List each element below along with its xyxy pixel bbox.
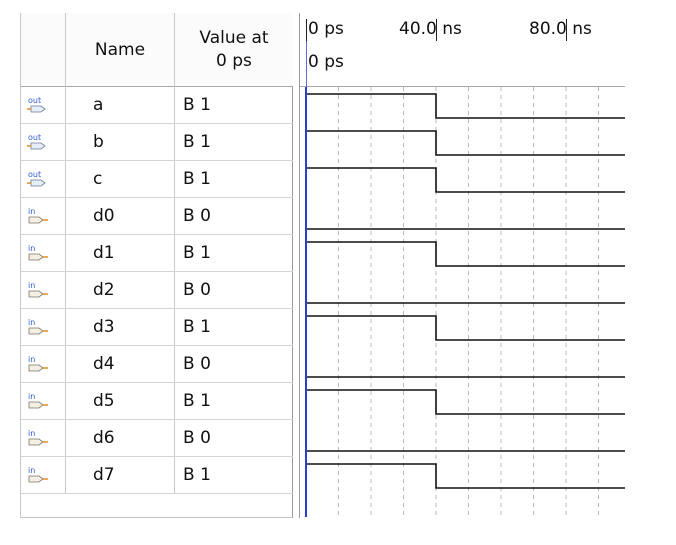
ruler-tick-mark-1	[436, 19, 437, 41]
output-pin-icon: outout	[21, 161, 66, 197]
signal-name[interactable]: d5	[66, 383, 175, 419]
name-header-label: Name	[94, 39, 146, 60]
signal-value: B 1	[183, 132, 211, 152]
signal-value: B 0	[183, 354, 211, 374]
input-pin-icon: inin	[21, 420, 66, 456]
ruler-tick-label-1: 40.0 ns	[399, 19, 462, 39]
signal-value: B 0	[183, 280, 211, 300]
ruler-tick-mark-2	[566, 19, 567, 41]
svg-text:in: in	[28, 466, 35, 475]
waveform-d1[interactable]	[306, 241, 625, 267]
signal-name[interactable]: d3	[66, 309, 175, 345]
signal-name[interactable]: d0	[66, 198, 175, 234]
value-header-line1: Value at	[199, 27, 269, 48]
svg-text:in: in	[28, 355, 35, 364]
signal-name[interactable]: c	[66, 161, 175, 197]
value-column-header[interactable]: Value at 0 ps	[175, 13, 293, 87]
waveform-d5[interactable]	[306, 389, 625, 415]
signal-row-d1[interactable]: inind1 B 1	[21, 235, 293, 272]
signal-name[interactable]: d2	[66, 272, 175, 308]
svg-text:in: in	[28, 281, 35, 290]
svg-text:in: in	[28, 318, 35, 327]
waveform-b[interactable]	[306, 130, 625, 156]
waveform-d3[interactable]	[306, 315, 625, 341]
svg-text:out: out	[28, 96, 41, 105]
signal-name[interactable]: d4	[66, 346, 175, 382]
time-ruler[interactable]: 0 ps 40.0 ns 80.0 ns 0 ps	[300, 13, 625, 87]
input-pin-icon: inin	[21, 272, 66, 308]
input-pin-icon: inin	[21, 198, 66, 234]
ruler-tick-label-2: 80.0 ns	[529, 19, 592, 39]
time-cursor-marker[interactable]	[306, 41, 307, 87]
signal-value: B 1	[183, 95, 211, 115]
svg-text:out: out	[28, 133, 41, 142]
svg-text:out: out	[28, 170, 41, 179]
waveform-d7[interactable]	[306, 463, 625, 489]
ruler-tick-label-0: 0 ps	[308, 19, 344, 39]
output-pin-icon: outout	[21, 87, 66, 123]
input-pin-icon: inin	[21, 309, 66, 345]
signal-row-d0[interactable]: inind0 B 0	[21, 198, 293, 235]
signal-name[interactable]: a	[66, 87, 175, 123]
icon-column-header	[21, 13, 66, 87]
signal-row-d3[interactable]: inind3 B 1	[21, 309, 293, 346]
signal-value: B 1	[183, 465, 211, 485]
input-pin-icon: inin	[21, 346, 66, 382]
time-cursor-label: 0 ps	[308, 52, 344, 72]
signal-name[interactable]: d6	[66, 420, 175, 456]
waveform-pane[interactable]: 0 ps 40.0 ns 80.0 ns 0 ps	[299, 13, 625, 518]
signal-value: B 1	[183, 391, 211, 411]
signal-value: B 1	[183, 169, 211, 189]
svg-text:in: in	[28, 244, 35, 253]
waveform-c[interactable]	[306, 167, 625, 193]
signal-value: B 0	[183, 206, 211, 226]
input-pin-icon: inin	[21, 457, 66, 493]
signal-row-b[interactable]: outoutb B 1	[21, 124, 293, 161]
input-pin-icon: inin	[21, 235, 66, 271]
signal-row-a[interactable]: outouta B 1	[21, 87, 293, 124]
signal-row-c[interactable]: outoutc B 1	[21, 161, 293, 198]
signal-row-d2[interactable]: inind2 B 0	[21, 272, 293, 309]
waveform-canvas[interactable]	[300, 87, 625, 517]
name-column-header[interactable]: Name	[66, 13, 175, 87]
signal-value: B 0	[183, 428, 211, 448]
svg-text:in: in	[28, 429, 35, 438]
ruler-tick-mark-0	[306, 19, 307, 41]
svg-text:in: in	[28, 207, 35, 216]
signal-table: Name Value at 0 ps outoutaB 1outoutbB 1o…	[20, 13, 293, 518]
signal-row-d6[interactable]: inind6 B 0	[21, 420, 293, 457]
signal-value: B 1	[183, 317, 211, 337]
value-header-line2: 0 ps	[216, 50, 252, 71]
signal-row-d4[interactable]: inind4 B 0	[21, 346, 293, 383]
signal-name[interactable]: d7	[66, 457, 175, 493]
output-pin-icon: outout	[21, 124, 66, 160]
waveform-a[interactable]	[306, 93, 625, 119]
input-pin-icon: inin	[21, 383, 66, 419]
signal-row-d5[interactable]: inind5 B 1	[21, 383, 293, 420]
signal-value: B 1	[183, 243, 211, 263]
svg-text:in: in	[28, 392, 35, 401]
signal-name[interactable]: d1	[66, 235, 175, 271]
signal-row-d7[interactable]: inind7 B 1	[21, 457, 293, 494]
signal-name[interactable]: b	[66, 124, 175, 160]
